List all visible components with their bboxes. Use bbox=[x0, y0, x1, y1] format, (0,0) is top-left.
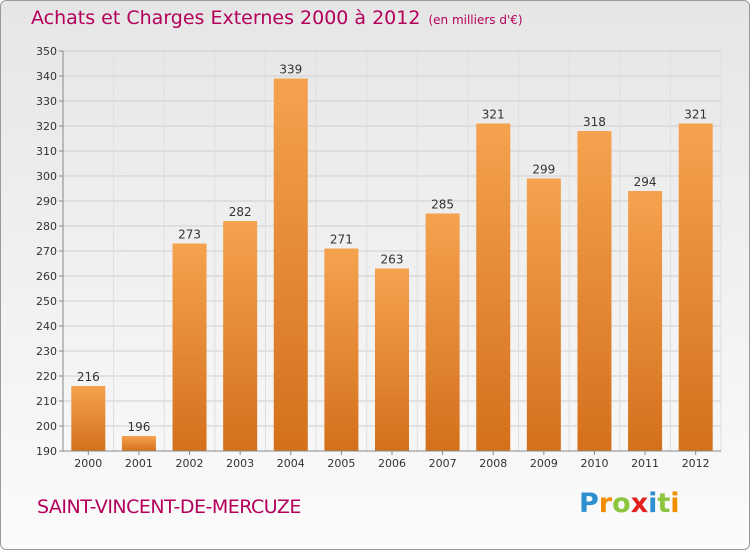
data-label-2009: 299 bbox=[532, 163, 555, 177]
bar-2006 bbox=[375, 268, 409, 451]
data-label-2004: 339 bbox=[279, 63, 302, 77]
data-label-2001: 196 bbox=[127, 420, 150, 434]
data-label-2002: 273 bbox=[178, 228, 201, 242]
data-label-2011: 294 bbox=[634, 175, 657, 189]
chart-title-text: Achats et Charges Externes 2000 à 2012 bbox=[31, 7, 421, 29]
axes bbox=[59, 50, 721, 455]
data-label-2010: 318 bbox=[583, 115, 606, 129]
y-tick-label: 210 bbox=[36, 395, 57, 408]
bar-2012 bbox=[678, 123, 713, 451]
y-tick-label: 320 bbox=[36, 120, 57, 133]
x-tick-label: 2001 bbox=[125, 457, 153, 470]
x-tick-label: 2012 bbox=[682, 457, 710, 470]
y-tick-label: 300 bbox=[36, 170, 57, 183]
data-label-2006: 263 bbox=[381, 253, 404, 267]
x-tick-label: 2005 bbox=[327, 457, 355, 470]
y-tick-label: 200 bbox=[36, 420, 57, 433]
x-tick-label: 2010 bbox=[580, 457, 608, 470]
bars bbox=[71, 78, 713, 451]
data-label-2003: 282 bbox=[229, 205, 252, 219]
y-tick-label: 280 bbox=[36, 220, 57, 233]
y-tick-label: 350 bbox=[36, 45, 57, 58]
proxiti-logo: Proxiti bbox=[579, 488, 680, 519]
y-tick-label: 290 bbox=[36, 195, 57, 208]
y-tick-label: 250 bbox=[36, 295, 57, 308]
x-tick-label: 2002 bbox=[176, 457, 204, 470]
logo-letter: P bbox=[579, 488, 599, 519]
y-tick-label: 230 bbox=[36, 345, 57, 358]
bar-2011 bbox=[628, 191, 663, 451]
chart-title: Achats et Charges Externes 2000 à 2012 (e… bbox=[31, 7, 523, 29]
y-tick-label: 330 bbox=[36, 95, 57, 108]
logo-letter: i bbox=[670, 488, 680, 519]
data-label-2007: 285 bbox=[431, 198, 454, 212]
x-tick-label: 2004 bbox=[277, 457, 305, 470]
bar-2010 bbox=[577, 131, 612, 451]
bar-2001 bbox=[121, 436, 156, 451]
commune-name: SAINT-VINCENT-DE-MERCUZE bbox=[37, 496, 301, 518]
x-tick-label: 2008 bbox=[479, 457, 507, 470]
bar-2004 bbox=[273, 78, 308, 451]
logo-letter: o bbox=[612, 488, 631, 519]
data-label-2008: 321 bbox=[482, 108, 505, 122]
x-tick-label: 2006 bbox=[378, 457, 406, 470]
x-tick-label: 2003 bbox=[226, 457, 254, 470]
x-tick-label: 2000 bbox=[74, 457, 102, 470]
y-tick-label: 270 bbox=[36, 245, 57, 258]
bar-2005 bbox=[324, 248, 359, 451]
y-tick-label: 220 bbox=[36, 370, 57, 383]
logo-letter: x bbox=[630, 488, 649, 519]
x-tick-label: 2007 bbox=[429, 457, 457, 470]
bar-2007 bbox=[425, 213, 460, 451]
data-label-2000: 216 bbox=[77, 370, 100, 384]
y-tick-label: 190 bbox=[36, 445, 57, 458]
bar-2002 bbox=[172, 243, 207, 451]
x-tick-label: 2009 bbox=[530, 457, 558, 470]
y-tick-label: 240 bbox=[36, 320, 57, 333]
bar-2009 bbox=[526, 178, 561, 451]
bar-2000 bbox=[71, 386, 106, 451]
chart-unit: (en milliers d'€) bbox=[428, 13, 523, 27]
labels: 190 200 210 220 230 240 250 260 270 280 290 300 310 3… bbox=[36, 45, 710, 470]
data-label-2005: 271 bbox=[330, 233, 353, 247]
y-tick-label: 260 bbox=[36, 270, 57, 283]
bar-2008 bbox=[476, 123, 511, 451]
logo-letter: r bbox=[598, 488, 613, 519]
y-tick-label: 310 bbox=[36, 145, 57, 158]
data-label-2012: 321 bbox=[684, 108, 707, 122]
logo-letter: i bbox=[648, 488, 658, 519]
bar-2003 bbox=[223, 221, 258, 451]
y-tick-label: 340 bbox=[36, 70, 57, 83]
x-tick-label: 2011 bbox=[631, 457, 659, 470]
logo-letter: t bbox=[657, 488, 671, 519]
